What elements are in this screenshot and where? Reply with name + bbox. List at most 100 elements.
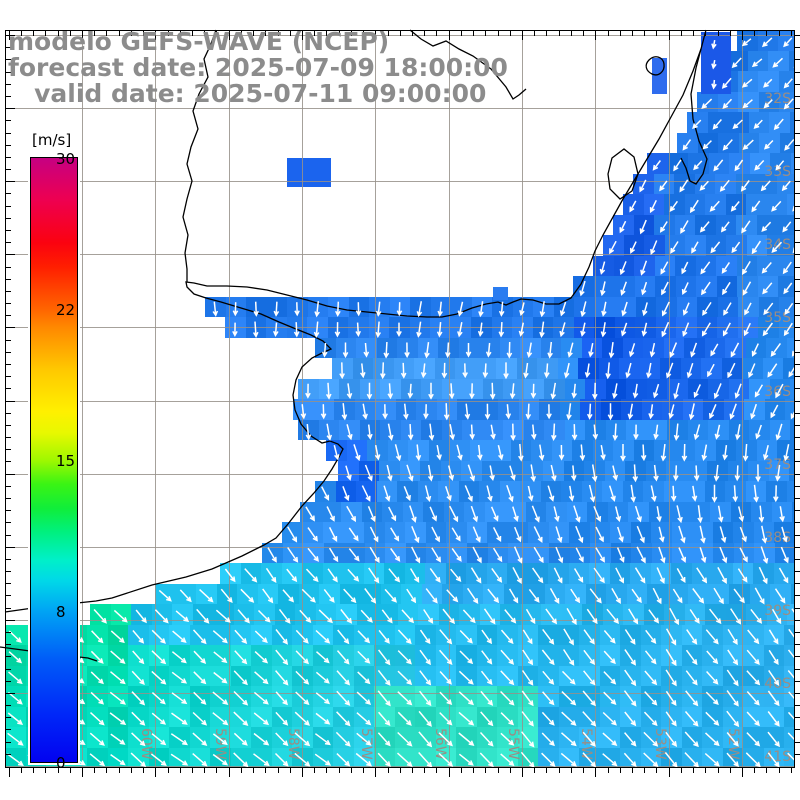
wave-cell — [278, 583, 299, 604]
wave-cell — [787, 604, 795, 625]
wave-cell — [758, 71, 779, 92]
axis-tick — [619, 768, 621, 773]
axis-tick — [6, 376, 11, 378]
wave-cell — [759, 132, 780, 153]
wave-cell — [790, 153, 795, 174]
axis-tick — [795, 376, 800, 378]
axis-tick — [632, 768, 633, 773]
axis-tick — [6, 290, 11, 292]
wave-cell — [705, 235, 726, 256]
axis-tick — [6, 71, 11, 73]
axis-tick — [795, 278, 800, 280]
axis-tick — [6, 181, 15, 183]
axis-tick — [338, 31, 340, 36]
colorbar-tick-label: 30 — [56, 150, 76, 168]
axis-tick — [228, 31, 230, 40]
wave-cell — [358, 460, 379, 481]
wave-cell — [402, 501, 423, 522]
meridian-line — [595, 30, 597, 768]
axis-tick — [6, 169, 11, 170]
wave-cell — [569, 522, 590, 543]
wave-cell — [766, 604, 787, 625]
axis-tick — [795, 303, 800, 304]
axis-tick — [6, 644, 11, 646]
axis-tick — [6, 95, 11, 97]
wave-cell — [425, 522, 446, 543]
axis-tick — [6, 388, 11, 390]
wave-cell — [609, 563, 630, 584]
wave-cell — [792, 501, 795, 522]
wave-cell — [783, 358, 795, 379]
arrow-strokes — [6, 37, 800, 768]
title-line-model: modelo GEFS-WAVE (NCEP) — [8, 27, 390, 56]
wave-cell — [520, 604, 541, 625]
axis-tick — [795, 741, 800, 743]
axis-tick — [6, 656, 11, 658]
wave-cell — [715, 214, 736, 235]
colorbar-tick-label: 22 — [56, 301, 76, 319]
wave-cell — [661, 727, 682, 748]
wave-cell — [749, 153, 770, 174]
wave-cell — [374, 624, 395, 645]
wave-cell — [708, 153, 729, 174]
axis-tick — [326, 768, 328, 773]
axis-tick — [6, 449, 11, 451]
axis-tick — [265, 768, 267, 773]
wave-cell — [753, 563, 774, 584]
axis-tick — [289, 768, 291, 773]
axis-tick — [436, 31, 438, 36]
wave-cell — [748, 112, 769, 133]
wave-cell — [661, 686, 682, 707]
latitude-label: 39S — [764, 602, 791, 619]
axis-tick — [795, 534, 800, 536]
wave-cell — [726, 235, 747, 256]
axis-tick — [795, 351, 800, 353]
axis-tick — [6, 692, 15, 694]
meridian-line — [228, 30, 230, 768]
wave-cell — [343, 563, 364, 584]
axis-tick — [795, 35, 800, 36]
axis-tick — [497, 768, 499, 773]
axis-tick — [6, 144, 11, 146]
axis-tick — [570, 31, 572, 36]
axis-tick — [6, 254, 15, 256]
wave-cell — [778, 276, 795, 297]
wave-cell — [524, 583, 545, 604]
axis-tick — [143, 768, 145, 773]
wave-cell — [377, 604, 398, 625]
axis-tick — [375, 31, 377, 40]
axis-tick — [668, 768, 670, 777]
wave-cell — [705, 194, 726, 215]
wave-cell — [790, 378, 795, 399]
parallel-line — [5, 473, 795, 475]
axis-tick — [6, 303, 11, 304]
wave-cell — [695, 255, 716, 276]
axis-tick — [795, 510, 800, 512]
axis-tick — [534, 31, 536, 36]
axis-tick — [558, 31, 560, 36]
axis-tick — [485, 768, 487, 773]
wave-cell — [476, 665, 497, 686]
wave-cell — [790, 583, 795, 604]
axis-tick — [6, 510, 11, 512]
wave-cell — [484, 501, 505, 522]
axis-tick — [795, 169, 800, 170]
wave-cell — [773, 563, 794, 584]
axis-tick — [240, 31, 242, 36]
wave-cell — [647, 583, 668, 604]
axis-tick — [253, 768, 255, 773]
wave-cell — [623, 604, 644, 625]
axis-tick — [130, 31, 132, 36]
axis-tick — [424, 768, 426, 773]
axis-tick — [795, 449, 800, 451]
wave-cell — [602, 481, 623, 502]
wave-cell — [261, 563, 282, 584]
wave-cell — [661, 624, 682, 645]
wave-cell — [528, 522, 549, 543]
axis-tick — [6, 473, 15, 475]
wave-cell — [787, 194, 795, 215]
wave-cell — [565, 583, 586, 604]
axis-tick — [795, 181, 800, 183]
wave-cell — [785, 399, 795, 420]
